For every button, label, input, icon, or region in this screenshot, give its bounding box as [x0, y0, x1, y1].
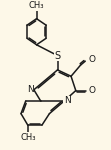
Text: N: N	[64, 96, 71, 105]
Text: O: O	[89, 86, 96, 95]
Text: O: O	[88, 55, 95, 64]
Text: CH₃: CH₃	[20, 133, 36, 142]
Text: S: S	[55, 51, 61, 61]
Text: N: N	[27, 85, 33, 94]
Text: CH₃: CH₃	[29, 2, 44, 10]
